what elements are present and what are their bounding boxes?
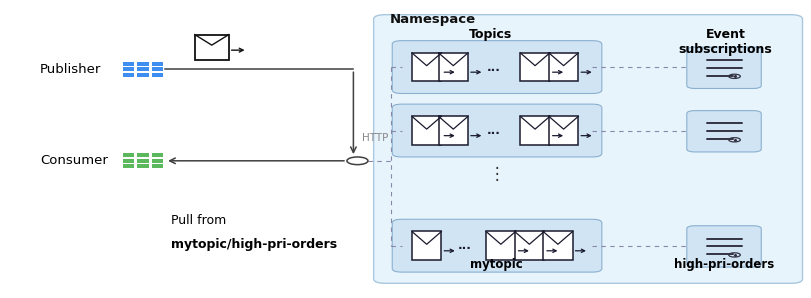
FancyBboxPatch shape [686,47,760,89]
FancyBboxPatch shape [392,219,601,272]
Text: Event
subscriptions: Event subscriptions [678,28,771,56]
FancyBboxPatch shape [137,73,148,77]
FancyBboxPatch shape [514,232,543,260]
FancyBboxPatch shape [411,232,441,260]
FancyBboxPatch shape [486,232,515,260]
FancyBboxPatch shape [548,53,577,81]
FancyBboxPatch shape [392,41,601,94]
FancyBboxPatch shape [543,232,572,260]
Circle shape [346,157,367,165]
Text: Pull from: Pull from [171,214,226,227]
FancyBboxPatch shape [520,53,549,81]
Text: Publisher: Publisher [41,63,101,76]
Text: mytopic: mytopic [470,258,522,271]
FancyBboxPatch shape [392,104,601,157]
FancyBboxPatch shape [548,116,577,145]
Text: ...: ... [487,60,500,74]
FancyBboxPatch shape [686,226,760,267]
FancyBboxPatch shape [122,73,134,77]
FancyBboxPatch shape [411,116,441,145]
Text: mytopic/high-pri-orders: mytopic/high-pri-orders [171,238,337,251]
FancyBboxPatch shape [137,67,148,71]
FancyBboxPatch shape [152,164,163,168]
FancyBboxPatch shape [122,62,134,66]
FancyBboxPatch shape [122,153,134,157]
FancyBboxPatch shape [438,53,467,81]
FancyBboxPatch shape [152,67,163,71]
FancyBboxPatch shape [373,15,801,283]
Text: Namespace: Namespace [389,13,475,26]
Text: ...: ... [487,124,500,137]
FancyBboxPatch shape [137,164,148,168]
FancyBboxPatch shape [137,62,148,66]
Text: HTTP: HTTP [362,133,388,143]
FancyBboxPatch shape [438,116,467,145]
FancyBboxPatch shape [520,116,549,145]
FancyBboxPatch shape [152,153,163,157]
FancyBboxPatch shape [411,53,441,81]
FancyBboxPatch shape [137,159,148,163]
FancyBboxPatch shape [122,159,134,163]
Text: Consumer: Consumer [41,154,108,167]
FancyBboxPatch shape [686,111,760,152]
FancyBboxPatch shape [195,35,229,60]
FancyBboxPatch shape [152,73,163,77]
Text: ...: ... [457,239,471,252]
FancyBboxPatch shape [122,164,134,168]
Text: Topics: Topics [469,28,512,41]
FancyBboxPatch shape [152,62,163,66]
FancyBboxPatch shape [152,159,163,163]
FancyBboxPatch shape [137,153,148,157]
Text: ⋮: ⋮ [487,165,504,183]
FancyBboxPatch shape [122,67,134,71]
Text: high-pri-orders: high-pri-orders [673,258,773,271]
